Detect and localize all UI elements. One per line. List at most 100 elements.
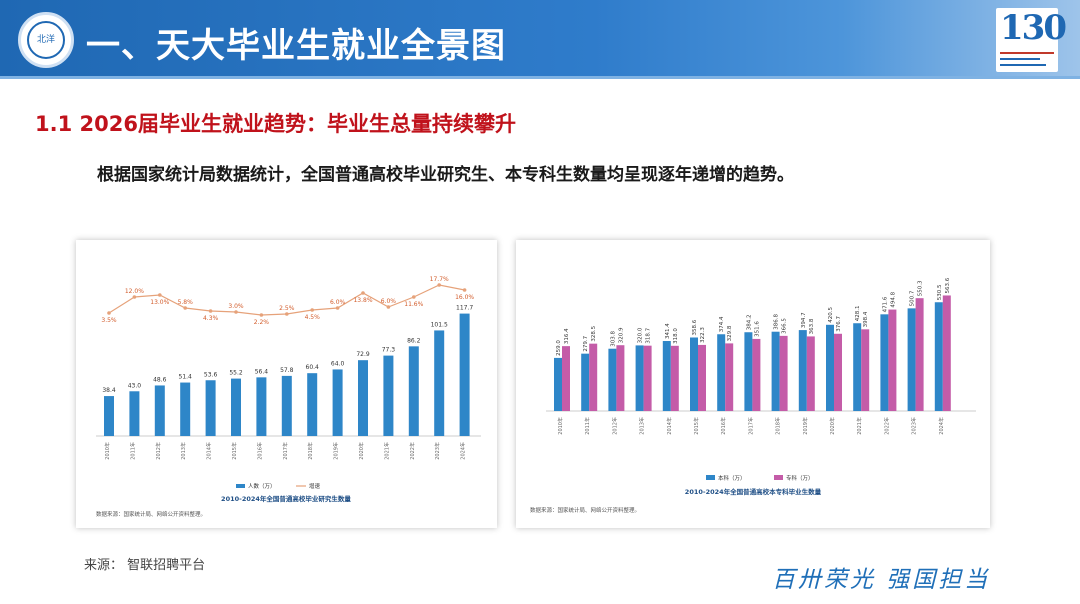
legend-label: 增速	[309, 482, 321, 490]
bar-undergrad	[662, 341, 671, 411]
bar-undergrad	[880, 314, 889, 411]
tick-label: 2017年	[747, 417, 754, 435]
data-label: 48.6	[153, 376, 167, 383]
bar	[358, 360, 368, 436]
bar-undergrad	[826, 324, 834, 411]
data-label: 318.0	[673, 328, 679, 344]
bar	[205, 380, 216, 436]
growth-point	[158, 293, 162, 297]
growth-label: 3.5%	[101, 317, 117, 324]
growth-label: 16.0%	[455, 294, 474, 301]
tick-label: 2024年	[460, 442, 467, 460]
tick-label: 2012年	[611, 417, 618, 435]
bar-undergrad	[581, 353, 590, 411]
data-label: 500.7	[910, 290, 916, 306]
bar	[256, 377, 267, 436]
logo-seal: 北洋	[27, 21, 65, 59]
data-label: 51.4	[179, 374, 193, 381]
bar-vocational	[589, 343, 598, 411]
subtitle: 1.1 2026届毕业生就业趋势：毕业生总量持续攀升	[35, 112, 516, 136]
tick-label: 2014年	[666, 417, 673, 435]
tick-label: 2012年	[155, 442, 162, 460]
bar-vocational	[698, 344, 706, 411]
tick-label: 2010年	[104, 442, 111, 460]
bar-undergrad	[608, 348, 617, 411]
bar-undergrad	[907, 308, 916, 411]
growth-label: 12.0%	[125, 288, 144, 295]
bar	[129, 391, 140, 436]
tick-label: 2011年	[129, 442, 136, 460]
growth-point	[310, 308, 314, 312]
bar-vocational	[562, 346, 570, 411]
data-label: 101.5	[431, 321, 448, 328]
growth-label: 13.8%	[353, 297, 372, 304]
bar-vocational	[616, 345, 625, 411]
growth-point	[335, 306, 340, 310]
bar-vocational	[725, 343, 734, 411]
bar-vocational	[834, 333, 842, 411]
growth-point	[285, 312, 289, 316]
tick-label: 2023年	[434, 442, 441, 460]
data-label: 341.4	[665, 323, 671, 339]
badge-stripe	[1000, 52, 1054, 54]
growth-point	[183, 306, 187, 310]
bar-vocational	[752, 338, 761, 411]
data-label: 60.4	[306, 364, 320, 371]
growth-point	[386, 305, 391, 309]
bar-undergrad	[690, 337, 698, 411]
data-label: 279.7	[583, 335, 589, 351]
data-label: 494.8	[890, 291, 896, 307]
bar	[383, 355, 394, 436]
bar-undergrad	[717, 334, 726, 411]
bar-undergrad	[744, 332, 753, 411]
bar	[408, 346, 419, 436]
data-label: 72.9	[356, 351, 370, 358]
growth-point	[107, 311, 111, 315]
bar-undergrad	[635, 345, 644, 411]
data-label: 303.8	[610, 330, 616, 346]
data-label: 64.0	[331, 360, 345, 367]
growth-label: 2.5%	[279, 305, 295, 312]
tick-label: 2011年	[584, 417, 591, 435]
growth-point	[361, 291, 365, 295]
growth-point	[259, 313, 264, 317]
bar-undergrad	[771, 331, 780, 411]
legend-label: 本科（万）	[718, 474, 746, 482]
bar	[434, 330, 445, 436]
bar	[104, 396, 114, 436]
data-label: 563.6	[945, 277, 951, 293]
data-label: 38.4	[102, 387, 116, 394]
tick-label: 2017年	[282, 442, 289, 460]
badge-stripe	[1000, 64, 1046, 66]
growth-label: 3.0%	[228, 303, 244, 310]
tick-label: 2020年	[358, 442, 365, 460]
data-label: 428.1	[855, 305, 861, 321]
data-label: 320.0	[638, 327, 644, 343]
data-label: 471.6	[882, 296, 888, 312]
data-label: 398.4	[863, 311, 869, 327]
growth-point	[462, 288, 467, 292]
tick-label: 2022年	[409, 442, 416, 460]
bar	[332, 369, 343, 436]
growth-label: 11.6%	[404, 301, 423, 308]
data-label: 530.5	[937, 284, 943, 300]
header-banner	[0, 0, 1080, 78]
tick-label: 2016年	[256, 442, 263, 460]
data-label: 329.8	[727, 325, 733, 341]
bar-vocational	[888, 309, 897, 411]
body-text: 根据国家统计局数据统计，全国普通高校毕业研究生、本专科生数量均呈现逐年递增的趋势…	[97, 165, 794, 185]
data-label: 77.3	[382, 347, 396, 354]
growth-point	[412, 295, 416, 299]
tick-label: 2018年	[775, 417, 782, 435]
bar-vocational	[806, 336, 815, 411]
tick-label: 2013年	[180, 442, 187, 460]
bar-vocational	[861, 329, 870, 411]
data-label: 376.7	[836, 316, 842, 332]
source-note: 来源： 智联招聘平台	[84, 558, 206, 573]
legend-swatch	[706, 475, 715, 480]
growth-point	[234, 310, 238, 314]
tick-label: 2015年	[231, 442, 238, 460]
growth-label: 5.8%	[178, 299, 194, 306]
bar-vocational	[670, 345, 679, 411]
